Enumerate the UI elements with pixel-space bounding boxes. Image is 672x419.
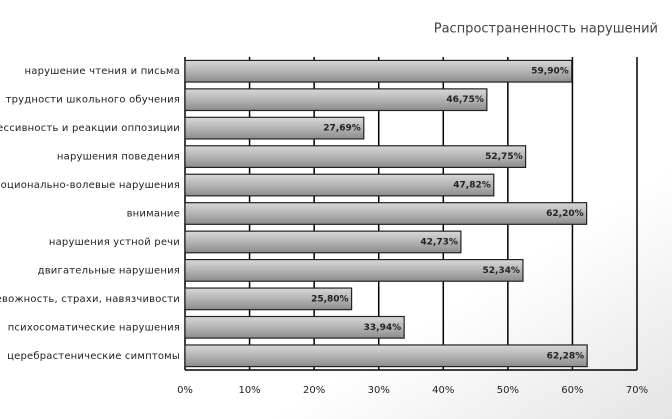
value-label: 62,28% [547,351,585,361]
bar [184,315,405,339]
bar [184,344,588,368]
x-tick-label: 0% [177,385,193,396]
x-tick-label: 60% [561,385,583,396]
x-tick-label: 70% [626,385,648,396]
chart-title: Распространенность нарушений [434,22,658,37]
bar [184,88,488,112]
bar [184,173,495,197]
y-tick-label: нарушения поведения [57,152,180,163]
value-label: 62,20% [546,209,584,219]
y-tick-label: церебрастенические симптомы [7,351,180,362]
value-label: 46,75% [446,95,484,105]
value-label: 42,73% [420,237,458,247]
bar [184,202,588,225]
value-label: 52,34% [482,266,520,276]
bar [184,230,462,254]
x-tick-label: 10% [238,385,260,396]
value-label: 47,82% [453,181,491,191]
value-label: 59,90% [531,67,569,77]
y-tick-label: психосоматические нарушения [8,322,180,333]
bar [184,145,527,169]
bar [184,59,573,83]
bar [184,287,353,311]
y-tick-label: трудности школьного обучения [6,95,180,106]
y-tick-label: внимание [127,209,180,220]
bar [184,258,524,282]
value-label: 25,80% [311,294,349,304]
y-tick-label: эмоционально-волевые нарушения [0,180,180,191]
y-tick-label: тревожность, страхи, навязчивости [0,294,180,305]
x-tick-label: 20% [303,385,325,396]
y-tick-label: агрессивность и реакции оппозиции [0,123,180,134]
bar [184,116,365,140]
x-tick-label: 50% [497,385,519,396]
x-tick-label: 40% [432,385,454,396]
value-label: 52,75% [485,152,523,162]
y-tick-label: нарушение чтения и письма [25,66,181,77]
y-tick-label: нарушения устной речи [49,237,180,248]
value-label: 27,69% [323,124,361,134]
value-label: 33,94% [364,323,402,333]
y-tick-label: двигательные нарушения [38,265,180,276]
x-tick-label: 30% [368,385,390,396]
